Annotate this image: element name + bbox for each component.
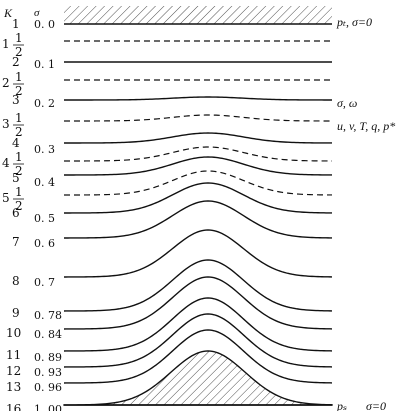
sigma-value-label: 0. 4 [34, 176, 55, 189]
annotation-surface-p: pₛ [336, 399, 347, 411]
k-label: 7 [12, 235, 20, 249]
sigma-header: σ [34, 7, 40, 19]
sigma-value-label: 0. 1 [34, 58, 55, 71]
full-level-line [63, 276, 333, 330]
k-header: K [3, 6, 13, 20]
k-label: 5 [2, 191, 10, 205]
sigma-labels: 0. 0 0. 1 0. 2 0. 3 0. 4 0. 5 0. 6 0. 7 0. 78 0. … [34, 18, 62, 411]
annotation-variables: u, v, T, q, p* [337, 119, 395, 133]
half-level-line [64, 146, 333, 162]
fraction-denominator: 2 [15, 164, 23, 178]
k-label: 4 [12, 136, 20, 150]
full-level-line [63, 329, 333, 384]
sigma-value-label: 0. 78 [34, 309, 62, 322]
full-level-line [63, 259, 333, 312]
half-level-line [64, 170, 333, 196]
half-fraction: 12 [13, 150, 24, 178]
full-level-line [64, 132, 333, 144]
sigma-value-label: 0. 93 [34, 366, 62, 379]
k-label: 2 [12, 55, 20, 69]
full-level-line [64, 96, 332, 101]
sigma-value-label: 0. 89 [34, 351, 62, 364]
annotation-top: pₜ, σ=0 [336, 15, 372, 29]
full-level-line [63, 313, 333, 368]
top-boundary-hatch [64, 6, 332, 24]
fraction-numerator: 1 [15, 185, 23, 199]
k-label: 12 [6, 364, 21, 378]
k-label: 3 [2, 117, 10, 131]
k-label: 9 [12, 306, 20, 320]
full-level-line [64, 229, 333, 278]
half-fraction: 12 [13, 111, 24, 139]
annotation-surface-sigma: σ=0 [366, 399, 386, 411]
fraction-numerator: 1 [15, 70, 23, 84]
sigma-value-label: 0. 96 [34, 381, 62, 394]
fraction-numerator: 1 [15, 111, 23, 125]
sigma-value-label: 1. 00 [34, 403, 62, 411]
k-label: 4 [2, 156, 10, 170]
level-lines [63, 40, 333, 384]
full-level-line [63, 156, 333, 176]
k-label: 11 [6, 348, 21, 362]
k-label: 16 [6, 402, 21, 411]
half-level-line [64, 114, 333, 122]
sigma-value-label: 0. 2 [34, 97, 55, 110]
k-label: 1 [12, 17, 20, 31]
sigma-value-label: 0. 84 [34, 328, 62, 341]
annotation-sigma-omega: σ, ω [337, 96, 357, 110]
fraction-numerator: 1 [15, 150, 23, 164]
k-label: 13 [6, 380, 21, 394]
k-label: 10 [6, 326, 21, 340]
sigma-value-label: 0. 0 [34, 18, 55, 31]
k-label: 6 [12, 206, 20, 220]
sigma-value-label: 0. 6 [34, 237, 55, 250]
k-label: 1 [2, 37, 10, 51]
fraction-denominator: 2 [15, 84, 23, 98]
sigma-value-label: 0. 7 [34, 276, 55, 289]
sigma-value-label: 0. 3 [34, 143, 55, 156]
k-label: 5 [12, 171, 20, 185]
fraction-numerator: 1 [15, 31, 23, 45]
half-fraction: 12 [13, 31, 24, 59]
full-level-line [63, 297, 333, 352]
k-label: 2 [2, 76, 10, 90]
k-label: 3 [12, 93, 20, 107]
full-level-line [64, 182, 333, 214]
mountain-terrain [63, 350, 333, 406]
half-fraction: 12 [13, 185, 24, 213]
k-label: 8 [12, 274, 20, 288]
fraction-denominator: 2 [15, 199, 23, 213]
fraction-denominator: 2 [15, 45, 23, 59]
sigma-value-label: 0. 5 [34, 212, 55, 225]
fraction-denominator: 2 [15, 125, 23, 139]
half-fraction: 12 [13, 70, 24, 98]
full-level-line [64, 200, 333, 239]
